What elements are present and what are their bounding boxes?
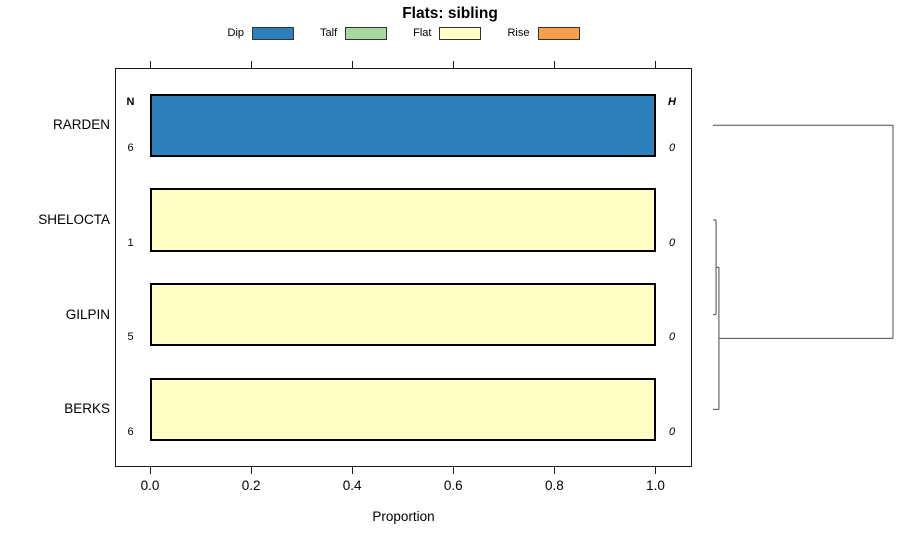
- x-axis-bottom-tick: [149, 467, 151, 474]
- x-axis-label: Proportion: [372, 509, 435, 524]
- row-n-value: 5: [127, 331, 134, 344]
- legend-item-label: Flat: [413, 27, 432, 39]
- legend-swatch: [439, 26, 482, 40]
- legend-item: Talf: [320, 26, 388, 40]
- row-h-value: 0: [668, 331, 676, 344]
- x-axis-tick-label: 0.4: [342, 478, 362, 493]
- x-axis-bottom-tick: [452, 467, 454, 474]
- plot-box: [115, 68, 692, 467]
- row-h-value: 0: [668, 426, 676, 439]
- row-h-value: 0: [668, 142, 676, 154]
- x-axis-tick-label: 0.0: [140, 478, 160, 493]
- row-n-value: 6: [127, 142, 134, 154]
- bar-segment: [152, 379, 654, 440]
- x-axis-bottom-tick: [250, 467, 252, 474]
- x-axis-top-tick: [351, 61, 353, 68]
- legend-swatch: [345, 26, 388, 40]
- x-axis-top-tick: [250, 61, 252, 68]
- bar-segment: [152, 190, 654, 250]
- bar: [150, 188, 656, 252]
- x-axis-top-tick: [149, 61, 151, 68]
- x-axis-tick-label: 0.2: [241, 478, 261, 493]
- row-label: BERKS: [64, 401, 110, 417]
- x-axis-bottom-tick: [553, 467, 555, 474]
- row-h-value: 0: [668, 236, 676, 249]
- legend-item-label: Dip: [227, 27, 245, 39]
- legend-item: Rise: [507, 26, 580, 40]
- bar: [150, 93, 656, 157]
- x-axis-tick-label: 0.6: [443, 478, 463, 493]
- x-axis-top-tick: [655, 61, 656, 68]
- row-n-value: 1: [127, 236, 134, 249]
- bar-segment: [152, 95, 654, 155]
- x-axis-bottom-tick: [351, 467, 353, 474]
- bar-segment: [152, 284, 654, 345]
- x-axis-tick-label: 1.0: [646, 478, 665, 493]
- bar: [150, 282, 656, 347]
- h-column-header: H: [668, 95, 676, 108]
- legend-item-label: Rise: [507, 27, 530, 39]
- x-axis-top-tick: [452, 61, 454, 68]
- legend-item: Flat: [413, 26, 482, 40]
- chart-title: Flats: sibling: [402, 5, 498, 22]
- x-axis-bottom-tick: [655, 467, 656, 474]
- x-axis-tick-label: 0.8: [545, 478, 564, 493]
- legend: Dip Talf Flat Rise: [115, 25, 692, 41]
- legend-item-label: Talf: [320, 27, 338, 39]
- legend-swatch: [537, 26, 580, 40]
- row-label: SHELOCTA: [38, 211, 110, 227]
- legend-swatch: [252, 26, 295, 40]
- bar: [150, 377, 656, 442]
- legend-item: Dip: [227, 26, 295, 40]
- n-column-header: N: [126, 95, 135, 108]
- x-axis-top-tick: [553, 61, 555, 68]
- row-n-value: 6: [127, 426, 134, 439]
- row-label: GILPIN: [65, 306, 110, 322]
- row-label: RARDEN: [52, 117, 110, 133]
